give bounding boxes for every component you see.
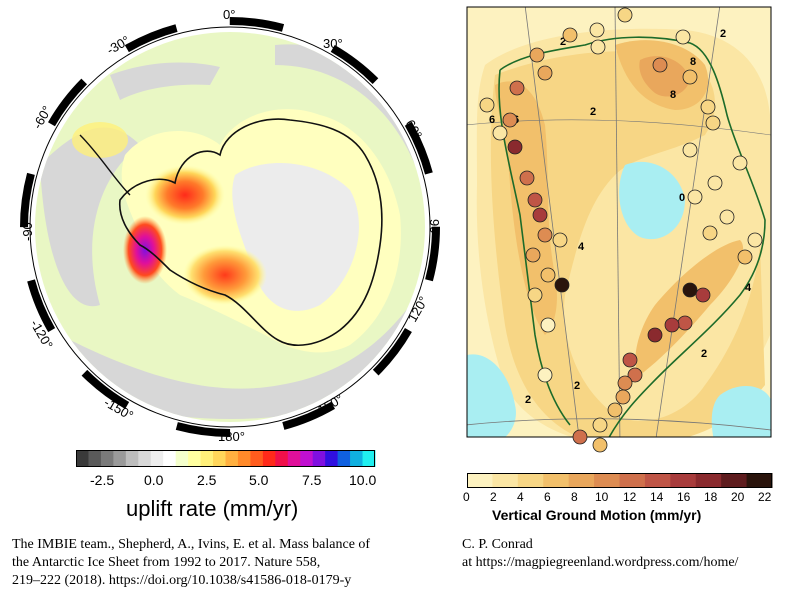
colorbar-cell [594,473,620,488]
contour-label: 2 [574,380,580,392]
motion-tick: 0 [463,490,470,504]
credit-line: at https://magpiegreenland.wordpress.com… [462,555,739,570]
degree-label-60: 60° [402,117,425,142]
uplift-tick: 0.0 [144,472,164,488]
motion-tick: 6 [544,490,551,504]
colorbar-cell [250,450,264,467]
colorbar-cell [213,450,226,467]
colorbar-cell [517,473,544,488]
colorbar-cell [492,473,519,488]
colorbar-cell [200,450,214,467]
greenland-ground-motion-map: 2 4 6 8 0 2 2 2 4 6 8 4 2 2 [466,6,772,453]
colorbar-cell [300,450,314,467]
contour-label: 4 [578,241,585,253]
colorbar-cell [325,450,339,467]
globe [35,32,425,422]
gps-stations [479,7,763,453]
colorbar-cell [337,450,351,467]
credit-line: 219–222 (2018). https://doi.org/10.1038/… [12,573,352,588]
motion-tick: 12 [623,490,637,504]
colorbar-cell [225,450,239,467]
uplift-tick: -2.5 [90,472,115,488]
colorbar-cell [695,473,722,488]
antarctica-credit: The IMBIE team., Shepherd, A., Ivins, E.… [12,536,452,590]
colorbar-cell [76,450,89,467]
degree-label-neg90: -90° [20,217,35,241]
degree-label-0: 0° [223,7,235,22]
colorbar-cell [619,473,646,488]
uplift-colorbar [76,450,376,467]
colorbar-cell [670,473,697,488]
ground-motion-colorbar [467,473,773,488]
contour-label: 2 [590,106,596,118]
credit-line: The IMBIE team., Shepherd, A., Ivins, E.… [12,537,371,552]
contour-label: 0 [679,192,685,204]
ground-motion-colorbar-label: Vertical Ground Motion (mm/yr) [492,507,702,523]
contour-label: 4 [745,282,752,294]
uplift-tick: 5.0 [249,472,269,488]
colorbar-cell [88,450,102,467]
contour-label: 8 [690,56,696,68]
contour-label: 2 [720,28,726,40]
colorbar-cell [237,450,251,467]
colorbar-cell [543,473,570,488]
colorbar-cell [125,450,139,467]
motion-tick: 2 [490,490,497,504]
contour-label: 2 [701,348,707,360]
uplift-tick: 10.0 [349,472,377,488]
uplift-tick: 2.5 [197,472,217,488]
contour-label: 2 [560,36,566,48]
degree-label-neg30: -30° [104,33,132,58]
colorbar-cell [100,450,114,467]
contour-label: 6 [489,114,495,126]
motion-tick: 8 [571,490,578,504]
motion-tick: 4 [517,490,524,504]
motion-tick: 10 [595,490,609,504]
antarctica-uplift-map: 0° 30° 60° 90° 120° 150° 180° -150° -120… [20,7,442,444]
colorbar-cell [746,473,773,488]
colorbar-cell [113,450,127,467]
colorbar-cell [163,450,177,467]
colorbar-cell [467,473,493,488]
motion-tick: 22 [758,490,772,504]
colorbar-cell [350,450,364,467]
colorbar-cell [644,473,671,488]
colorbar-cell [721,473,748,488]
degree-label-90: 90° [427,219,442,239]
colorbar-cell [362,450,376,467]
degree-label-neg60: -60° [30,103,55,131]
motion-tick: 20 [731,490,745,504]
credit-line: C. P. Conrad [462,537,533,552]
colorbar-cell [138,450,152,467]
colorbar-cell [150,450,164,467]
colorbar-cell [262,450,276,467]
colorbar-cell [175,450,189,467]
motion-tick: 14 [650,490,664,504]
degree-label-30: 30° [323,36,343,51]
uplift-colorbar-ticks: -2.5 0.0 2.5 5.0 7.5 10.0 [76,472,376,490]
colorbar-cell [275,450,289,467]
uplift-colorbar-label: uplift rate (mm/yr) [126,496,299,521]
contour-label: 8 [670,89,676,101]
motion-tick: 16 [677,490,691,504]
degree-label-180: 180° [218,429,245,444]
colorbar-cell [312,450,326,467]
uplift-tick: 7.5 [302,472,322,488]
greenland-credit: C. P. Conrad at https://magpiegreenland.… [462,536,792,572]
ground-motion-colorbar-ticks: 0 2 4 6 8 10 12 14 16 18 20 22 [463,490,779,506]
colorbar-cell [568,473,595,488]
contour-label: 2 [525,394,531,406]
degree-frame [20,17,440,437]
colorbar-cell [287,450,301,467]
motion-tick: 18 [704,490,718,504]
credit-line: the Antarctic Ice Sheet from 1992 to 201… [12,555,321,570]
colorbar-cell [188,450,202,467]
